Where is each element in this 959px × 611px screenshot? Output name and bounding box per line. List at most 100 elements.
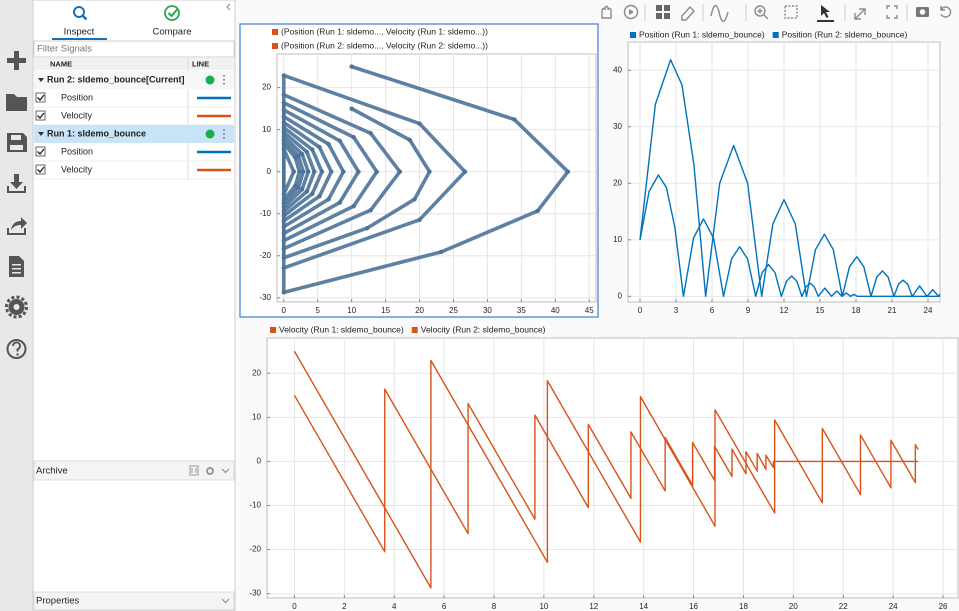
- x-tick-label: 40: [551, 306, 560, 315]
- xy-point: [282, 93, 286, 97]
- x-tick-label: 8: [492, 602, 497, 611]
- column-header: NAME: [50, 59, 72, 68]
- x-tick-label: 0: [282, 306, 287, 315]
- xy-point: [417, 121, 421, 125]
- legend-swatch: [272, 43, 278, 49]
- xy-point: [282, 201, 286, 205]
- xy-point: [282, 138, 286, 142]
- x-tick-label: 35: [517, 306, 526, 315]
- x-tick-label: 18: [739, 602, 748, 611]
- x-tick-label: 6: [442, 602, 447, 611]
- chart: 02468101214161820222426-30-20-1001020Vel…: [249, 324, 958, 611]
- xy-point: [326, 142, 330, 146]
- x-tick-label: 0: [292, 602, 297, 611]
- x-tick-label: 16: [689, 602, 698, 611]
- xy-point: [365, 226, 369, 230]
- xy-point: [351, 204, 355, 208]
- tab-label[interactable]: Inspect: [64, 27, 95, 38]
- tab-label[interactable]: Compare: [152, 27, 191, 38]
- icon-settings[interactable]: [7, 297, 27, 317]
- xy-point: [535, 209, 539, 213]
- xy-point: [326, 197, 330, 201]
- xy-point: [300, 187, 304, 191]
- xy-point: [282, 290, 286, 294]
- signal-name: Position: [61, 92, 93, 102]
- xy-point: [356, 169, 360, 173]
- xy-point: [306, 169, 310, 173]
- xy-point: [282, 231, 286, 235]
- signal-checkbox[interactable]: [36, 165, 45, 174]
- xy-point: [512, 117, 516, 121]
- xy-point: [282, 266, 286, 270]
- x-tick-label: 20: [789, 602, 798, 611]
- x-tick-label: 15: [381, 306, 390, 315]
- xy-point: [305, 189, 309, 193]
- x-tick-label: 24: [924, 306, 933, 315]
- xy-point: [341, 169, 345, 173]
- xy-point: [408, 138, 412, 142]
- x-tick-label: 10: [539, 602, 548, 611]
- tool-snapshot[interactable]: [916, 7, 929, 17]
- x-tick-label: 5: [315, 306, 320, 315]
- signal-checkbox[interactable]: [36, 111, 45, 120]
- xy-point: [368, 208, 372, 212]
- y-tick-label: 0: [618, 291, 623, 300]
- x-tick-label: 12: [589, 602, 598, 611]
- xy-point: [312, 169, 316, 173]
- icon-report[interactable]: [9, 256, 24, 277]
- signal-checkbox[interactable]: [36, 147, 45, 156]
- xy-point: [296, 185, 300, 189]
- xy-point: [305, 150, 309, 154]
- x-tick-label: 15: [816, 306, 825, 315]
- archive-label: Archive: [36, 466, 68, 477]
- xy-point: [282, 130, 286, 134]
- xy-point: [338, 139, 342, 143]
- y-tick-label: 20: [252, 368, 261, 377]
- xy-point: [310, 192, 314, 196]
- xy-point: [282, 120, 286, 124]
- y-tick-label: 30: [613, 122, 622, 131]
- legend-label: Velocity (Run 2: sldemo_bounce): [421, 324, 546, 334]
- y-tick-label: -20: [259, 251, 271, 260]
- x-tick-label: 20: [415, 306, 424, 315]
- status-dot: [206, 130, 215, 139]
- xy-point: [296, 154, 300, 158]
- legend-label: Position (Run 1: sldemo_bounce): [639, 29, 765, 39]
- y-tick-label: 0: [267, 167, 272, 176]
- xy-point: [282, 246, 286, 250]
- x-tick-label: 25: [449, 306, 458, 315]
- signal-checkbox[interactable]: [36, 93, 45, 102]
- xy-point: [349, 106, 353, 110]
- chart: 051015202530354045-30-20-1001020(Positio…: [259, 26, 596, 315]
- y-tick-label: 20: [262, 83, 271, 92]
- y-tick-label: -30: [249, 589, 261, 598]
- signal-name: Position: [61, 146, 93, 156]
- legend-swatch: [270, 327, 276, 333]
- legend-label: (Position (Run 2: sldemo..., Velocity (R…: [281, 40, 488, 50]
- xy-point: [317, 194, 321, 198]
- xy-point: [398, 169, 402, 173]
- xy-point: [375, 169, 379, 173]
- xy-point: [417, 218, 421, 222]
- signal-name: Velocity: [61, 110, 93, 120]
- xy-point: [300, 152, 304, 156]
- xy-point: [329, 169, 333, 173]
- legend-swatch: [630, 32, 636, 38]
- properties-label: Properties: [36, 596, 80, 607]
- y-tick-label: 10: [613, 235, 622, 244]
- run-name: Run 1: sldemo_bounce: [47, 128, 146, 138]
- x-tick-label: 9: [746, 306, 751, 315]
- xy-point: [282, 209, 286, 213]
- xy-point: [463, 169, 467, 173]
- xy-point: [349, 64, 353, 68]
- plot-area: [267, 338, 958, 598]
- xy-point: [320, 169, 324, 173]
- x-tick-label: 2: [342, 602, 347, 611]
- y-tick-label: -20: [249, 545, 261, 554]
- legend-swatch: [773, 32, 779, 38]
- xy-point: [427, 169, 431, 173]
- x-tick-label: 22: [839, 602, 848, 611]
- x-tick-label: 18: [852, 306, 861, 315]
- xy-point: [412, 197, 416, 201]
